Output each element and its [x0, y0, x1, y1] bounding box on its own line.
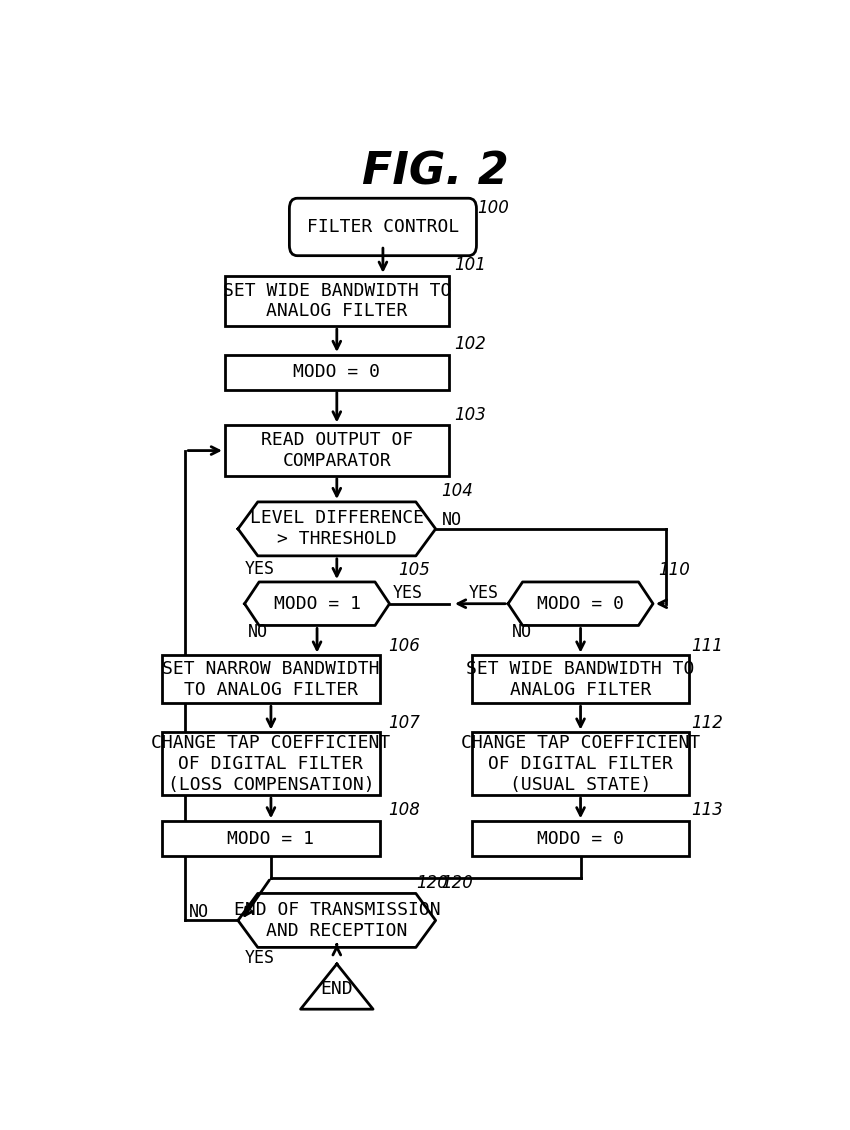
Text: CHANGE TAP COEFFICIENT
OF DIGITAL FILTER
(LOSS COMPENSATION): CHANGE TAP COEFFICIENT OF DIGITAL FILTER… [151, 734, 390, 793]
Text: MODO = 0: MODO = 0 [537, 829, 624, 848]
Text: YES: YES [393, 584, 422, 602]
Text: END: END [320, 980, 353, 998]
Text: READ OUTPUT OF
COMPARATOR: READ OUTPUT OF COMPARATOR [261, 432, 413, 470]
Text: 102: 102 [454, 336, 486, 353]
Text: 106: 106 [388, 637, 420, 655]
Polygon shape [238, 502, 435, 556]
Bar [472, 822, 689, 857]
Text: FIG. 2: FIG. 2 [362, 150, 509, 193]
Polygon shape [245, 582, 389, 626]
Text: 120: 120 [416, 873, 448, 892]
Text: 104: 104 [441, 483, 473, 501]
Text: NO: NO [442, 511, 462, 529]
Text: 105: 105 [398, 562, 430, 580]
Polygon shape [238, 894, 435, 947]
Bar [472, 655, 689, 703]
Text: LEVEL DIFFERENCE
> THRESHOLD: LEVEL DIFFERENCE > THRESHOLD [250, 510, 424, 548]
Bar [162, 655, 380, 703]
Text: 107: 107 [388, 714, 420, 731]
Text: 120: 120 [441, 873, 473, 892]
Text: MODO = 0: MODO = 0 [537, 594, 624, 612]
Text: SET NARROW BANDWIDTH
TO ANALOG FILTER: SET NARROW BANDWIDTH TO ANALOG FILTER [162, 660, 380, 698]
Polygon shape [301, 964, 373, 1009]
Text: YES: YES [245, 949, 275, 967]
Bar [162, 822, 380, 857]
FancyBboxPatch shape [289, 198, 477, 255]
Text: END OF TRANSMISSION
AND RECEPTION: END OF TRANSMISSION AND RECEPTION [234, 901, 440, 940]
Text: 111: 111 [691, 637, 723, 655]
Bar [224, 425, 449, 476]
Text: MODO = 0: MODO = 0 [293, 363, 380, 381]
Text: FILTER CONTROL: FILTER CONTROL [307, 218, 459, 236]
Text: CHANGE TAP COEFFICIENT
OF DIGITAL FILTER
(USUAL STATE): CHANGE TAP COEFFICIENT OF DIGITAL FILTER… [461, 734, 700, 793]
Text: YES: YES [245, 559, 275, 577]
Bar [224, 276, 449, 327]
Bar [472, 732, 689, 796]
Text: 101: 101 [454, 257, 486, 273]
Text: NO: NO [189, 903, 208, 921]
Bar [162, 732, 380, 796]
Text: 108: 108 [388, 801, 420, 819]
Text: SET WIDE BANDWIDTH TO
ANALOG FILTER: SET WIDE BANDWIDTH TO ANALOG FILTER [467, 660, 694, 698]
Text: 110: 110 [658, 562, 690, 580]
Text: 100: 100 [477, 199, 509, 217]
Text: 112: 112 [691, 714, 723, 731]
Text: MODO = 1: MODO = 1 [228, 829, 314, 848]
Text: MODO = 1: MODO = 1 [274, 594, 360, 612]
Text: 103: 103 [454, 406, 486, 424]
Text: NO: NO [512, 624, 531, 642]
Bar [224, 355, 449, 390]
Polygon shape [508, 582, 653, 626]
Text: NO: NO [248, 624, 268, 642]
Text: YES: YES [468, 584, 499, 602]
Text: 113: 113 [691, 801, 723, 819]
Text: SET WIDE BANDWIDTH TO
ANALOG FILTER: SET WIDE BANDWIDTH TO ANALOG FILTER [223, 281, 451, 320]
